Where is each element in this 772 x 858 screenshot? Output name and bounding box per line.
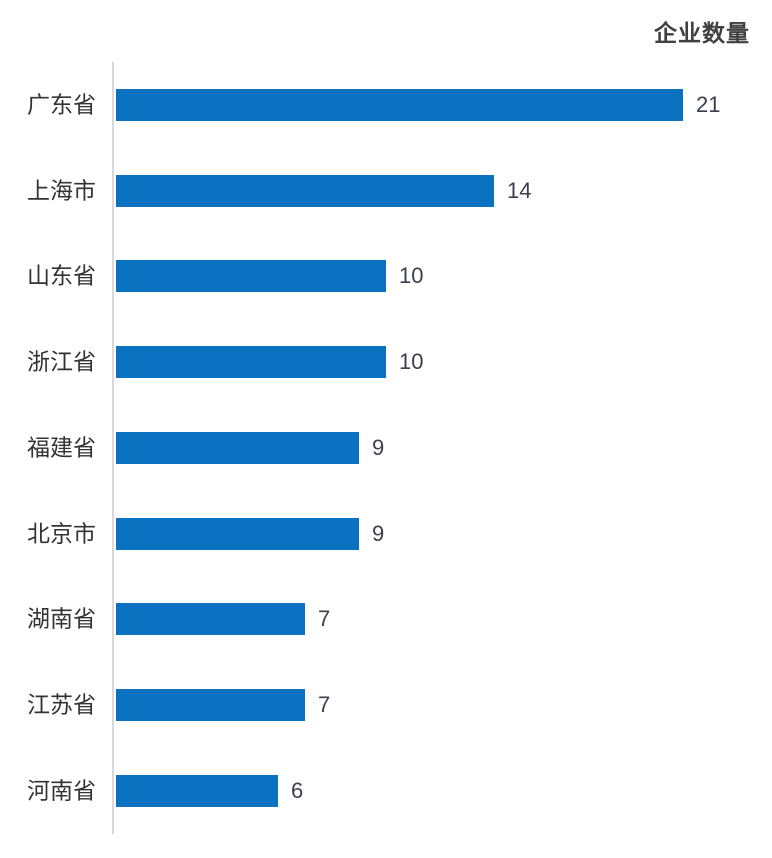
bar	[116, 517, 359, 550]
value-label: 21	[696, 91, 721, 117]
category-label: 上海市	[27, 178, 96, 204]
value-label: 9	[372, 434, 385, 460]
bar	[116, 260, 386, 293]
category-label: 北京市	[27, 521, 96, 547]
category-label: 浙江省	[27, 349, 96, 375]
category-label: 广东省	[27, 92, 96, 118]
chart-row: 浙江省 10	[0, 319, 772, 405]
category-label: 江苏省	[27, 692, 96, 718]
category-label: 福建省	[27, 435, 96, 461]
plot-area: 广东省 21 上海市 14 山东省 10 浙江省 10 福建省 9 北京市 9 湖南省 7 江苏省 7 河南省 6	[0, 62, 772, 834]
bar-rows: 广东省 21 上海市 14 山东省 10 浙江省 10 福建省 9 北京市 9 湖南省 7 江苏省 7 河南省 6	[0, 62, 772, 834]
bar	[116, 775, 278, 807]
chart-row: 北京市 9	[0, 491, 772, 577]
value-label: 9	[372, 520, 385, 546]
y-axis-line	[112, 62, 114, 834]
chart-row: 广东省 21	[0, 62, 772, 148]
chart-row: 福建省 9	[0, 405, 772, 491]
chart-title: 企业数量	[654, 20, 750, 46]
value-label: 10	[399, 263, 424, 289]
chart-row: 山东省 10	[0, 234, 772, 320]
category-label: 湖南省	[27, 606, 96, 632]
value-label: 7	[318, 692, 331, 718]
bar	[116, 431, 359, 464]
bar	[116, 174, 494, 207]
category-label: 山东省	[27, 263, 96, 289]
bar	[116, 88, 683, 121]
bar	[116, 689, 305, 722]
chart-row: 上海市 14	[0, 148, 772, 234]
chart-row: 河南省 6	[0, 748, 772, 834]
chart-row: 湖南省 7	[0, 577, 772, 663]
value-label: 7	[318, 606, 331, 632]
category-label: 河南省	[27, 778, 96, 804]
bar	[116, 603, 305, 636]
chart-row: 江苏省 7	[0, 662, 772, 748]
value-label: 10	[399, 349, 424, 375]
bar	[116, 346, 386, 379]
value-label: 14	[507, 177, 532, 203]
value-label: 6	[291, 778, 304, 803]
